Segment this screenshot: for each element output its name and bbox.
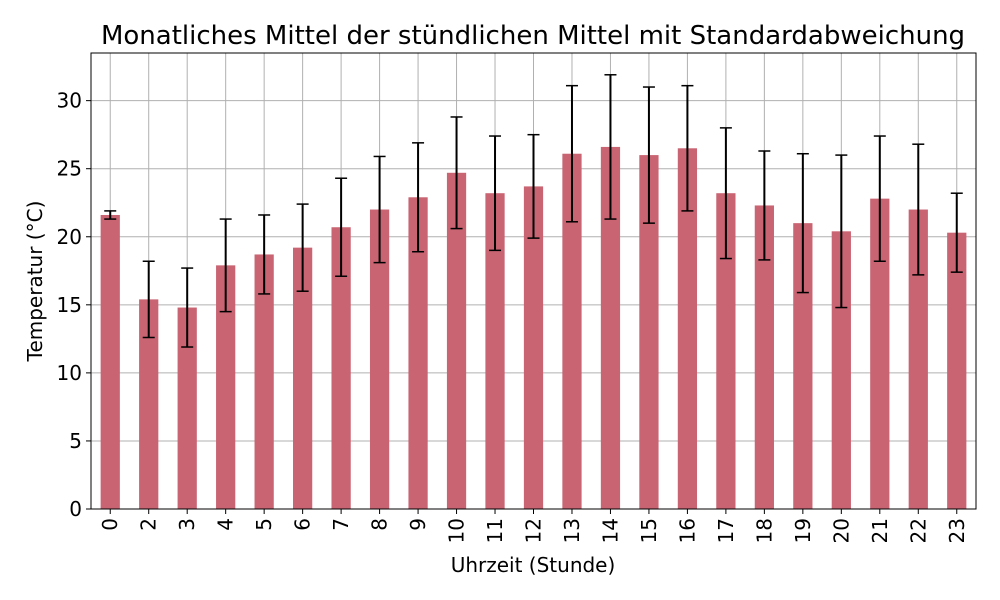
x-tick-label: 0 [98, 518, 122, 531]
x-tick-label: 16 [675, 518, 699, 543]
x-axis-label: Uhrzeit (Stunde) [451, 553, 616, 577]
x-axis-ticks: 0 2 3 4 5 6 7 8 9 10 11 12 13 14 15 16 17 18 19 20 21 22 23 [98, 509, 969, 543]
bar [100, 214, 120, 509]
x-tick-label: 4 [214, 518, 238, 531]
bar [523, 186, 544, 509]
bar [716, 193, 736, 509]
x-tick-label: 21 [868, 518, 892, 543]
bar [369, 209, 390, 510]
y-tick-label: 20 [57, 225, 82, 249]
bar [485, 193, 505, 509]
x-tick-label: 22 [906, 518, 930, 543]
x-tick-label: 14 [598, 518, 622, 543]
bar [446, 172, 467, 509]
x-tick-label: 6 [291, 518, 315, 531]
x-tick-label: 19 [791, 518, 815, 543]
x-tick-label: 15 [637, 518, 661, 543]
x-tick-label: 18 [752, 518, 776, 543]
bar [139, 299, 159, 509]
bar [293, 247, 313, 509]
bar [793, 223, 813, 510]
chart-title: Monatliches Mittel der stündlichen Mitte… [101, 21, 965, 51]
x-tick-label: 5 [252, 518, 276, 531]
bar [870, 198, 890, 509]
x-tick-label: 7 [329, 518, 353, 531]
bars-group [100, 146, 967, 510]
bar [947, 232, 967, 509]
x-tick-label: 20 [829, 518, 853, 543]
x-tick-label: 17 [714, 518, 738, 543]
bar [408, 197, 428, 509]
bar [908, 209, 928, 510]
y-tick-label: 0 [69, 497, 82, 521]
x-tick-label: 8 [368, 518, 392, 531]
y-tick-label: 30 [57, 89, 82, 113]
x-tick-label: 9 [406, 518, 430, 531]
x-tick-label: 13 [560, 518, 584, 543]
y-tick-label: 5 [69, 429, 82, 453]
y-tick-label: 15 [57, 293, 82, 317]
bar [216, 265, 236, 509]
x-tick-label: 3 [175, 518, 199, 531]
y-axis-label: Temperatur (°C) [23, 201, 47, 363]
bar [331, 227, 351, 509]
x-tick-label: 12 [522, 518, 546, 543]
bar [677, 148, 698, 510]
y-tick-label: 25 [57, 157, 82, 181]
x-tick-label: 11 [483, 518, 507, 543]
bar [562, 153, 582, 509]
bar [254, 254, 274, 509]
bar [639, 155, 659, 510]
error-bars-group [104, 74, 963, 348]
x-tick-label: 23 [945, 518, 969, 543]
x-tick-label: 2 [137, 518, 161, 531]
bar [831, 231, 851, 510]
y-axis-ticks: 0 5 10 15 20 25 30 [57, 89, 91, 521]
bar [600, 146, 621, 509]
x-tick-label: 10 [445, 518, 469, 543]
y-tick-label: 10 [57, 361, 82, 385]
bar [177, 307, 197, 509]
bar [754, 205, 774, 509]
